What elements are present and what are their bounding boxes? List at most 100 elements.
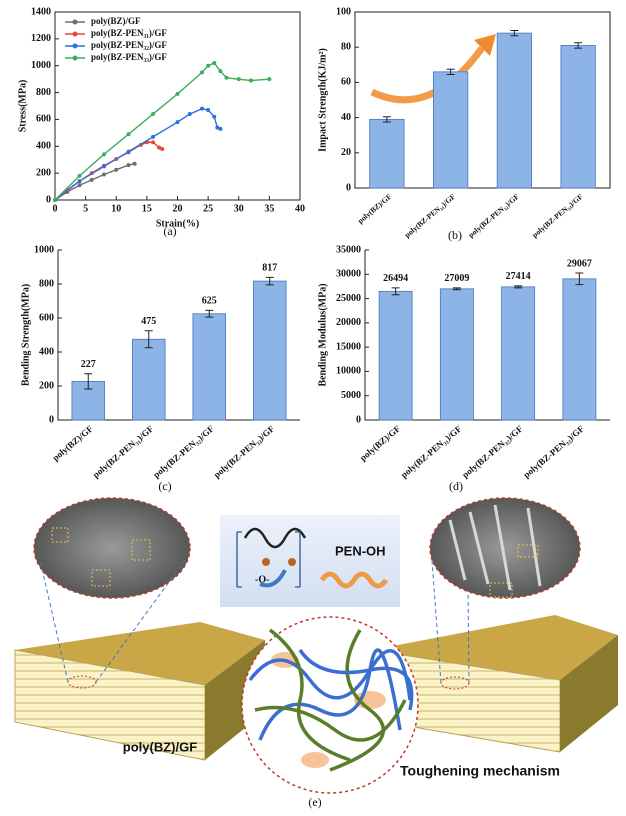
- panel-label: (c): [158, 479, 171, 493]
- error-bar: [452, 287, 461, 291]
- point: [160, 146, 165, 151]
- x-tick-label: poly(BZ)/GF: [356, 192, 394, 226]
- point: [77, 173, 82, 178]
- x-tick-label: 10: [111, 203, 121, 214]
- point: [212, 61, 217, 66]
- panel-label: (e): [308, 795, 321, 809]
- error-bar: [144, 330, 153, 349]
- chain: [268, 628, 351, 762]
- panel-label: (b): [448, 228, 462, 242]
- point: [206, 63, 211, 68]
- y-tick-label: 0: [356, 414, 361, 425]
- bar: [132, 338, 166, 421]
- y-tick-label: 15000: [336, 341, 361, 352]
- inset-box: [220, 515, 400, 607]
- bar: [253, 280, 287, 421]
- y-tick-label: 30000: [336, 269, 361, 280]
- point: [89, 177, 94, 182]
- point: [77, 179, 82, 184]
- network: [248, 628, 414, 772]
- point: [102, 152, 106, 157]
- x-tick-label: poly(BZ-PEN₃₃)/GF: [521, 423, 586, 480]
- data-label: 27009: [444, 273, 469, 284]
- error-bar: [382, 116, 391, 123]
- x-tick-label: poly(BZ-PEN₃₁)/GF: [91, 423, 156, 480]
- diagram: -O- PEN-OH: [14, 497, 618, 809]
- y-tick-label: 5000: [341, 390, 361, 401]
- x-tick-label: 15: [142, 203, 152, 214]
- x-tick-label: 0: [53, 203, 58, 214]
- point: [200, 70, 204, 75]
- highlight: [91, 569, 111, 587]
- x-tick-label: 5: [83, 203, 88, 214]
- y-tick-label: 400: [36, 141, 51, 152]
- bar: [378, 290, 413, 421]
- error-bar: [575, 272, 584, 286]
- highlight: [489, 582, 513, 598]
- error-bar: [84, 373, 93, 390]
- chain: [298, 648, 414, 711]
- error-bar: [265, 276, 274, 286]
- pen-chain: [319, 571, 389, 589]
- y-tick-label: 1400: [31, 6, 51, 17]
- bar: [496, 32, 532, 189]
- legend-label: poly(BZ-PEN₃₃)/GF: [91, 52, 167, 62]
- x-tick-label: 25: [203, 203, 213, 214]
- y-tick-label: 35000: [336, 244, 361, 255]
- point: [126, 163, 131, 168]
- error-bar: [446, 68, 455, 75]
- x-tick-label: 35: [264, 203, 274, 214]
- legend-marker: [72, 19, 78, 25]
- linkage-label: -O-: [255, 574, 269, 585]
- data-label: 625: [202, 296, 217, 307]
- bar: [562, 278, 597, 421]
- x-tick-label: poly(BZ-PEN₃₁)/GF: [399, 423, 464, 480]
- point: [212, 114, 217, 119]
- bar: [433, 71, 469, 189]
- chain: [248, 649, 412, 701]
- y-tick-label: 20: [341, 147, 351, 158]
- y-tick-label: 0: [346, 182, 351, 193]
- data-label: 26494: [383, 273, 408, 284]
- bar: [501, 286, 536, 421]
- point: [206, 108, 211, 113]
- trend-arrowhead: [474, 34, 496, 56]
- line: [54, 163, 135, 201]
- chain: [243, 527, 307, 549]
- highlight: [131, 539, 151, 561]
- y-axis-label: Stress(MPa): [17, 80, 28, 133]
- point: [218, 69, 223, 74]
- x-tick-label: 30: [234, 203, 244, 214]
- x-tick-label: 20: [173, 203, 183, 214]
- highlight: [517, 544, 539, 558]
- error-bar: [574, 42, 583, 49]
- fiber-texture: [448, 504, 542, 591]
- chain: [254, 699, 407, 742]
- slab-top: [15, 622, 265, 685]
- y-axis-label: Bending Strength(MPa): [20, 284, 31, 386]
- slab-side: [560, 635, 618, 752]
- point: [53, 198, 57, 202]
- point: [132, 161, 137, 166]
- error-bar: [205, 309, 214, 318]
- bracket: [236, 531, 301, 588]
- bar: [192, 313, 226, 421]
- x-tick-label: poly(BZ-PEN₃₂)/GF: [151, 423, 216, 480]
- data-label: 475: [141, 316, 156, 327]
- panel-label: (d): [449, 479, 463, 493]
- x-tick-label: poly(BZ-PEN₃₂)/GF: [460, 423, 525, 480]
- legend-label: poly(BZ-PEN₃₁)/GF: [91, 28, 167, 38]
- error-bar: [510, 29, 519, 37]
- y-tick-label: 10000: [336, 366, 361, 377]
- chain: [329, 629, 385, 772]
- point: [151, 140, 155, 145]
- point: [175, 120, 180, 125]
- y-tick-label: 100: [336, 6, 351, 17]
- plot-frame: [354, 11, 611, 189]
- point: [224, 75, 229, 80]
- y-tick-label: 40: [341, 112, 351, 123]
- point: [102, 172, 106, 177]
- point: [102, 164, 106, 169]
- point: [157, 145, 162, 150]
- slab-top: [372, 615, 618, 680]
